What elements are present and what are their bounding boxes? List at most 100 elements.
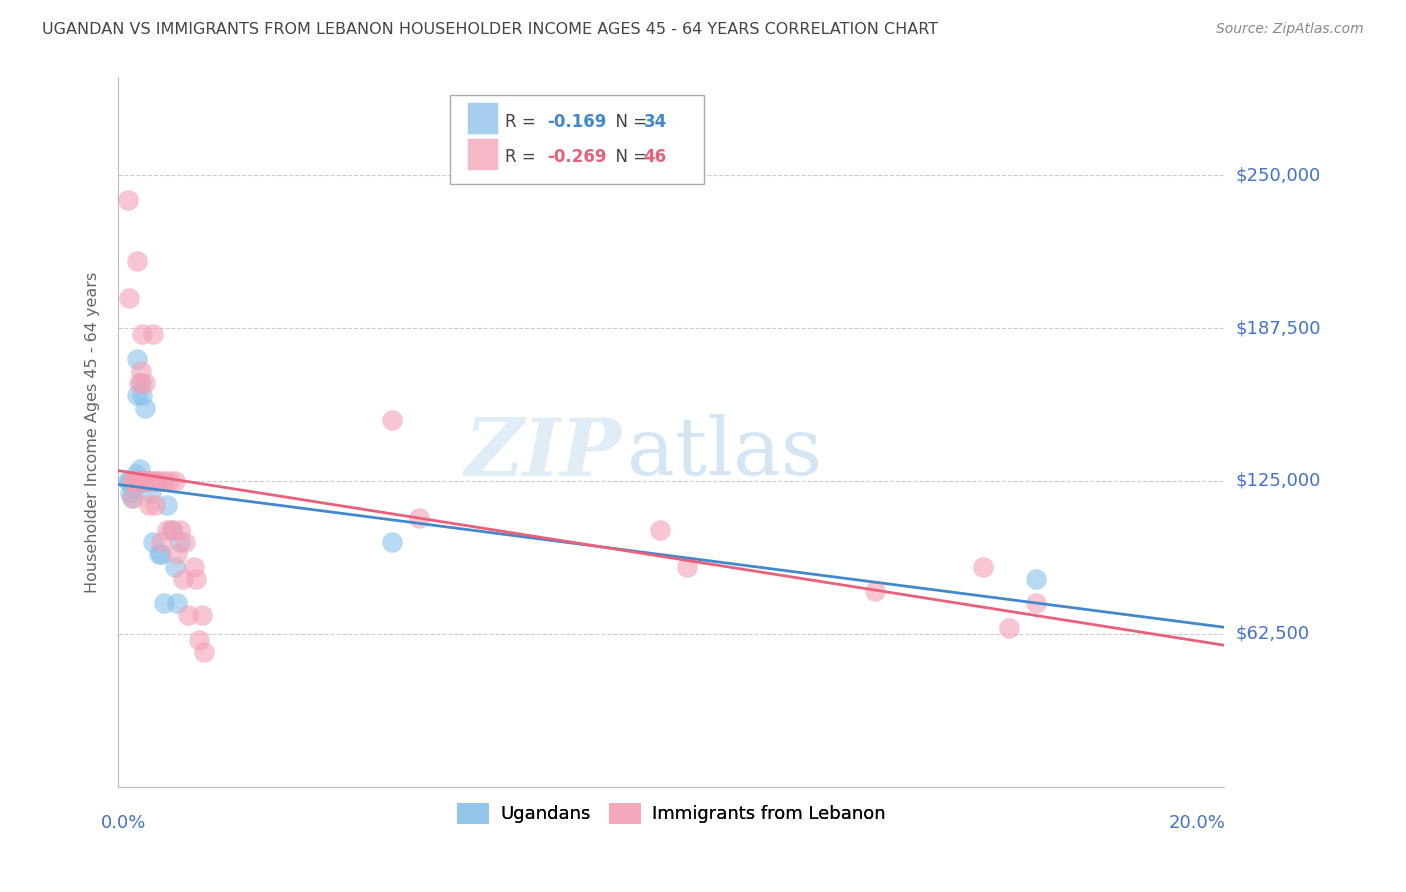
Point [163, 559, 186, 574]
Point [118, 474, 141, 488]
Point [128, 376, 150, 391]
Point [128, 474, 150, 488]
Point [117, 474, 139, 488]
Point [143, 499, 166, 513]
Text: R =: R = [505, 112, 541, 130]
Point [160, 523, 183, 537]
Point [124, 474, 146, 488]
Point [190, 608, 212, 623]
Text: $187,500: $187,500 [1236, 319, 1320, 337]
Point [127, 253, 149, 268]
Point [169, 523, 191, 537]
Text: Source: ZipAtlas.com: Source: ZipAtlas.com [1216, 22, 1364, 37]
Point [134, 401, 156, 415]
Point [157, 474, 180, 488]
Text: atlas: atlas [627, 414, 823, 492]
Point [145, 474, 167, 488]
Point [131, 388, 153, 402]
Point [150, 535, 173, 549]
Text: 20.0%: 20.0% [1168, 814, 1226, 832]
Point [187, 632, 209, 647]
Point [122, 491, 145, 505]
Point [129, 364, 152, 378]
Point [139, 474, 162, 488]
Point [1025, 596, 1047, 610]
Point [169, 535, 191, 549]
Point [1025, 572, 1047, 586]
Text: -0.169: -0.169 [547, 112, 607, 130]
Point [124, 474, 146, 488]
Point [166, 547, 188, 561]
Text: 46: 46 [644, 148, 666, 167]
Point [138, 474, 160, 488]
Point [124, 467, 146, 481]
Text: UGANDAN VS IMMIGRANTS FROM LEBANON HOUSEHOLDER INCOME AGES 45 - 64 YEARS CORRELA: UGANDAN VS IMMIGRANTS FROM LEBANON HOUSE… [42, 22, 938, 37]
Point [650, 523, 672, 537]
Text: N =: N = [605, 148, 652, 167]
Point [127, 474, 149, 488]
Point [121, 491, 143, 505]
Point [381, 535, 404, 549]
Text: R =: R = [505, 148, 541, 167]
Point [134, 474, 156, 488]
Point [156, 523, 179, 537]
Point [120, 486, 142, 500]
Point [134, 376, 156, 391]
Point [135, 474, 157, 488]
Point [125, 351, 148, 366]
Point [128, 461, 150, 475]
Point [138, 499, 160, 513]
Point [132, 474, 155, 488]
Point [148, 547, 170, 561]
Text: $250,000: $250,000 [1236, 166, 1320, 185]
Point [118, 291, 141, 305]
FancyBboxPatch shape [450, 95, 704, 184]
Text: $62,500: $62,500 [1236, 624, 1309, 643]
Point [177, 608, 200, 623]
Point [129, 376, 152, 391]
Point [145, 474, 167, 488]
Point [142, 535, 165, 549]
Text: N =: N = [605, 112, 652, 130]
Point [156, 499, 179, 513]
Point [408, 510, 430, 524]
Legend: Ugandans, Immigrants from Lebanon: Ugandans, Immigrants from Lebanon [450, 796, 893, 830]
Point [148, 474, 170, 488]
Point [972, 559, 994, 574]
Point [131, 327, 153, 342]
Point [122, 481, 145, 495]
Text: -0.269: -0.269 [547, 148, 607, 167]
Point [124, 474, 146, 488]
Point [135, 474, 157, 488]
Point [121, 474, 143, 488]
Text: ZIP: ZIP [464, 415, 621, 492]
Point [153, 474, 176, 488]
Point [136, 474, 159, 488]
Point [193, 645, 215, 659]
FancyBboxPatch shape [467, 103, 498, 135]
Point [153, 596, 176, 610]
Point [134, 474, 156, 488]
Point [132, 474, 155, 488]
Text: 0.0%: 0.0% [101, 814, 146, 832]
Point [142, 327, 165, 342]
Point [128, 474, 150, 488]
Point [186, 572, 208, 586]
Point [136, 474, 159, 488]
Point [172, 572, 194, 586]
Point [160, 523, 183, 537]
FancyBboxPatch shape [467, 138, 498, 170]
Text: 34: 34 [644, 112, 666, 130]
Point [183, 559, 205, 574]
Point [127, 388, 149, 402]
Point [121, 474, 143, 488]
Y-axis label: Householder Income Ages 45 - 64 years: Householder Income Ages 45 - 64 years [86, 271, 100, 592]
Point [676, 559, 699, 574]
Point [166, 596, 188, 610]
Point [998, 621, 1021, 635]
Point [381, 413, 404, 427]
Point [863, 584, 886, 599]
Point [163, 474, 186, 488]
Point [139, 486, 162, 500]
Point [174, 535, 197, 549]
